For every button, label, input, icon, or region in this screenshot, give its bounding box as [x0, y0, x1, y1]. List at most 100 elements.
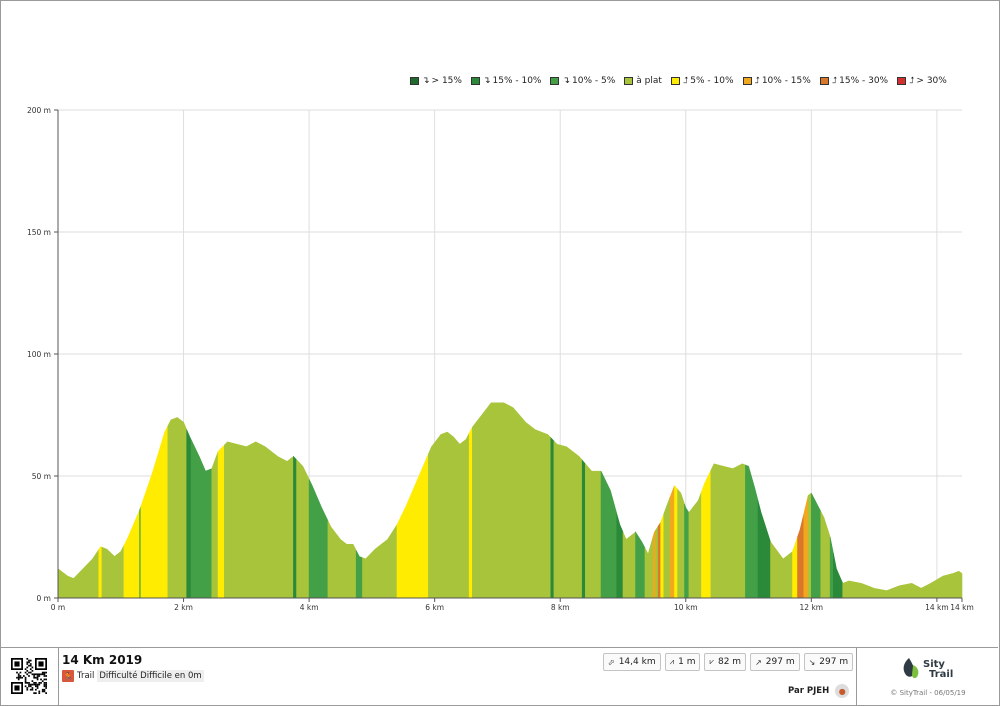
copyright: © SityTrail - 06/05/19	[890, 689, 966, 697]
slope-segment-flat	[362, 523, 398, 599]
x-tick-label: 10 km	[674, 603, 698, 612]
ascent-arrow-icon: ⮥	[831, 76, 838, 86]
svg-text:Trail: Trail	[929, 669, 953, 680]
slope-segment-up5	[468, 427, 473, 599]
slope-segment-down5	[190, 439, 213, 599]
legend-label: 15% - 30%	[839, 76, 889, 86]
legend-label: à plat	[636, 76, 662, 86]
slope-segment-flat	[688, 491, 702, 599]
legend-item-down5: ↴ 10% - 5%	[550, 76, 615, 86]
footer-panel: 14 Km 2019 🏃 Trail Difficulté Difficile …	[0, 647, 998, 705]
slope-segment-down5	[811, 492, 822, 599]
slope-segment-up5	[217, 444, 225, 599]
y-tick-label: 50 m	[32, 472, 51, 481]
slope-segment-flat	[224, 441, 294, 599]
slope-segment-down10	[833, 552, 844, 599]
legend-item-up15: ⮥ 15% - 30%	[819, 76, 889, 86]
slope-segment-down5	[600, 470, 618, 599]
legend-item-down10: ↴ 15% - 10%	[470, 76, 542, 86]
slope-segment-flat	[710, 463, 746, 599]
author: Par PJEH ●	[788, 684, 850, 698]
stat-chip: ⩘ 1 m	[664, 653, 701, 671]
slope-segment-up5	[792, 536, 798, 599]
slope-segment-flat	[663, 497, 671, 599]
slope-segment-up5	[140, 425, 169, 599]
ascent-icon: ↗	[755, 657, 762, 667]
stat-chip: ⬀ 14,4 km	[603, 653, 661, 671]
slope-segment-up15	[657, 521, 661, 599]
stat-chip: ↘ 297 m	[803, 653, 854, 671]
ascent-arrow-icon: ⮥	[682, 76, 689, 86]
sitytrail-logo: Sity Trail	[903, 658, 953, 680]
ascent-arrow-icon: ⮥	[909, 76, 915, 86]
legend-swatch	[410, 77, 419, 85]
y-tick-label: 0 m	[37, 594, 51, 603]
svg-text:Sity: Sity	[923, 659, 945, 670]
slope-segment-down5	[745, 464, 759, 599]
slope-segment-up5	[123, 510, 140, 599]
slope-segment-down5	[308, 479, 329, 599]
slope-segment-flat	[842, 570, 963, 599]
legend-swatch	[819, 77, 829, 85]
legend-label: 15% - 10%	[492, 76, 542, 86]
slope-segment-up10	[803, 495, 809, 599]
legend-swatch	[742, 77, 752, 85]
distance-icon: ⬀	[608, 657, 615, 667]
slope-segment-flat	[167, 417, 187, 599]
descent-icon: ↘	[808, 657, 816, 667]
x-tick-label: 14 km	[950, 603, 974, 612]
x-tick-label: 8 km	[551, 603, 570, 612]
slope-segment-down5	[355, 550, 363, 599]
slope-segment-down10	[757, 500, 771, 599]
slope-segment-down5	[829, 536, 834, 599]
slope-segment-down10	[293, 455, 297, 599]
slope-segment-flat	[820, 511, 831, 599]
min-altitude-icon: ⩘	[669, 657, 675, 666]
legend-item-up30: ⮥ > 30%	[897, 76, 947, 86]
legend-item-down15: ↴ > 15%	[410, 76, 462, 86]
slope-segment-up10	[669, 485, 675, 599]
slope-segment-up15	[797, 513, 805, 599]
slope-segment-flat	[622, 531, 636, 599]
stat-value: 297 m	[819, 657, 849, 667]
legend-item-flat: à plat	[624, 76, 662, 86]
legend-swatch	[470, 77, 480, 85]
legend-label: > 15%	[431, 76, 462, 86]
slope-segment-flat	[296, 458, 310, 599]
legend-swatch	[550, 77, 560, 85]
elevation-area	[57, 402, 963, 599]
stat-chip: ↗ 297 m	[750, 653, 800, 671]
slope-segment-up5	[674, 484, 678, 599]
descent-arrow-icon: ↴	[422, 76, 430, 86]
x-tick-label: 14 km	[925, 603, 949, 612]
slope-segment-down10	[581, 459, 586, 599]
slope-segment-down5	[684, 503, 690, 599]
slope-segment-flat	[428, 431, 470, 599]
x-tick-label: 2 km	[174, 603, 193, 612]
slope-segment-up5	[701, 470, 712, 599]
slope-segment-flat	[655, 525, 659, 599]
ascent-arrow-icon: ⮥	[754, 76, 760, 86]
slope-segment-flat	[644, 536, 654, 599]
legend-label: 10% - 5%	[572, 76, 616, 86]
slope-segment-up10	[652, 529, 656, 599]
chart-axes: 0 m 50 m 100 m 150 m 200 m 0 m 2 km 4 km 6 km 8 k…	[27, 106, 974, 612]
difficulty-label: Difficulté Difficile en 0m	[97, 670, 204, 682]
stat-chip: ⩗ 82 m	[704, 653, 747, 671]
slope-segment-flat	[472, 402, 552, 599]
stat-value: 297 m	[765, 657, 795, 667]
legend-label: 5% - 10%	[690, 76, 734, 86]
chart-legend: ↴ > 15% ↴ 15% - 10% ↴ 10% - 5% à plat ⮥ 5% - 10%…	[410, 74, 970, 88]
legend-swatch	[897, 77, 907, 85]
slope-segment-up5	[98, 546, 103, 599]
slope-segment-flat	[677, 488, 685, 599]
x-tick-label: 4 km	[300, 603, 319, 612]
y-tick-label: 200 m	[27, 106, 51, 115]
elevation-chart: 0 m 50 m 100 m 150 m 200 m 0 m 2 km 4 km 6 km 8 k…	[27, 106, 974, 612]
slope-segment-flat	[585, 462, 602, 599]
legend-swatch	[624, 77, 634, 85]
slope-segment-down10	[186, 429, 192, 599]
stat-value: 82 m	[717, 657, 742, 667]
legend-item-up5: ⮥ 5% - 10%	[670, 76, 734, 86]
slope-segment-flat	[327, 520, 357, 599]
